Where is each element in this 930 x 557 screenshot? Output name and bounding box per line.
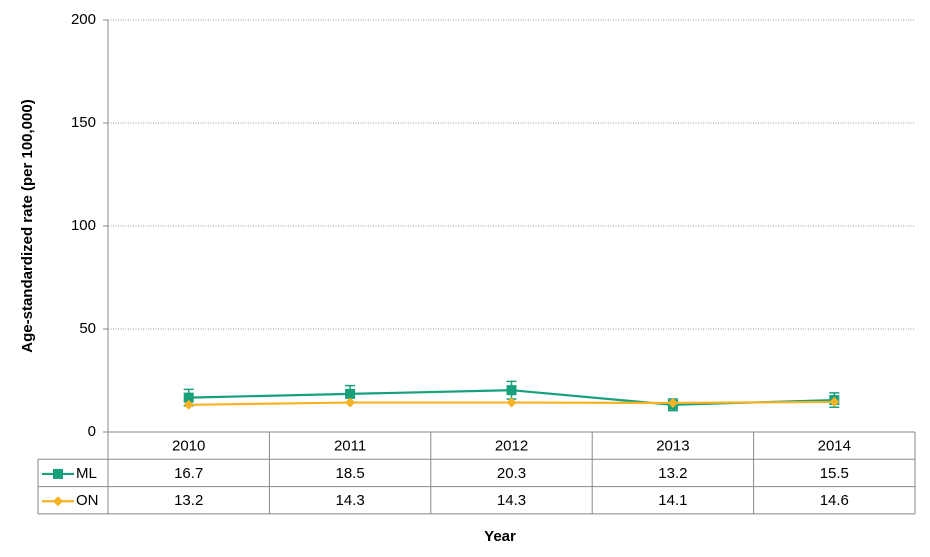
y-tick-label: 100	[71, 217, 96, 234]
x-tick-label: 2010	[172, 438, 205, 455]
legend-label: ON	[76, 492, 99, 509]
y-tick-label: 150	[71, 114, 96, 131]
table-value: 20.3	[497, 465, 526, 482]
marker	[183, 399, 194, 410]
marker	[345, 397, 356, 408]
marker	[345, 388, 356, 399]
marker	[183, 392, 194, 403]
table-value: 14.6	[820, 492, 849, 509]
x-tick-label: 2012	[495, 438, 528, 455]
y-tick-label: 50	[79, 320, 96, 337]
x-tick-label: 2013	[656, 438, 689, 455]
y-tick-label: 0	[88, 423, 96, 440]
x-tick-label: 2014	[818, 438, 851, 455]
table-value: 13.2	[174, 492, 203, 509]
marker	[506, 397, 517, 408]
table-value: 14.3	[497, 492, 526, 509]
table-value: 18.5	[335, 465, 364, 482]
table-value: 14.1	[658, 492, 687, 509]
legend-label: ML	[76, 465, 97, 482]
x-tick-label: 2011	[334, 438, 366, 455]
marker	[829, 396, 840, 407]
x-axis-title: Year	[484, 528, 516, 545]
legend-marker	[53, 468, 63, 479]
table-value: 15.5	[820, 465, 849, 482]
table-value: 13.2	[658, 465, 687, 482]
table-value: 16.7	[174, 465, 203, 482]
legend-marker	[53, 496, 63, 507]
y-tick-label: 200	[71, 11, 96, 28]
y-axis-title: Age-standardized rate (per 100,000)	[19, 99, 36, 352]
table-value: 14.3	[335, 492, 364, 509]
marker	[667, 397, 678, 408]
marker	[506, 385, 517, 396]
